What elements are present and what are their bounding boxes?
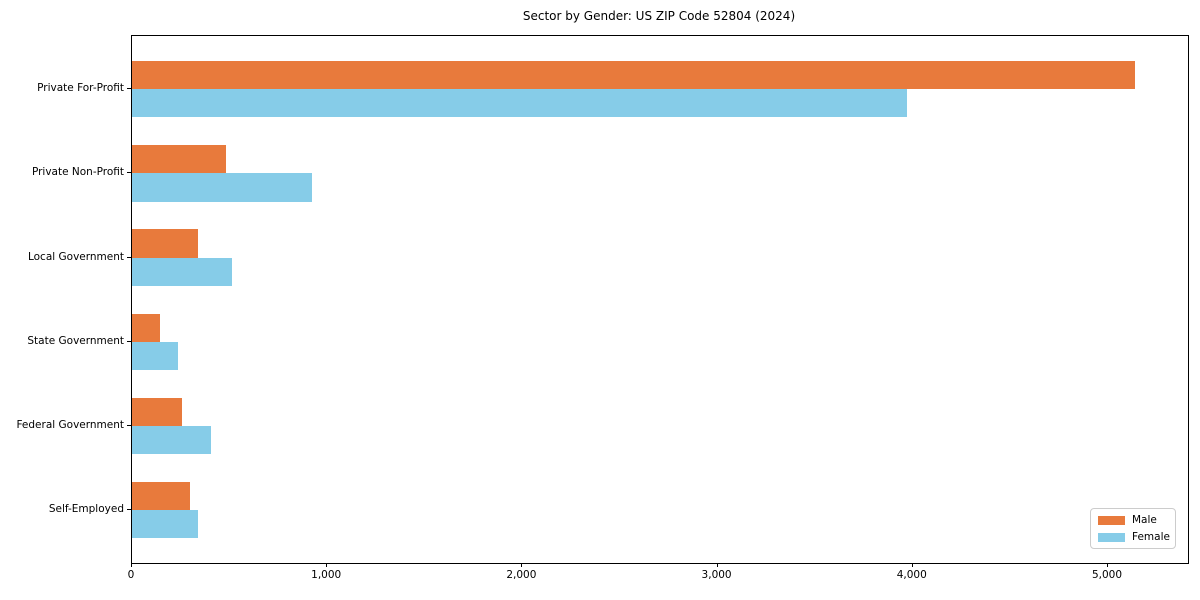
y-axis-label: Self-Employed bbox=[48, 503, 124, 516]
y-tick-mark bbox=[127, 88, 131, 90]
x-tick-label: 0 bbox=[127, 569, 135, 581]
x-tick-mark bbox=[521, 563, 523, 567]
y-axis-label: State Government bbox=[27, 334, 124, 347]
x-tick-mark bbox=[716, 563, 718, 567]
bar-male-1 bbox=[132, 61, 1136, 90]
bar-male-3 bbox=[132, 229, 199, 258]
bar-female-6 bbox=[132, 510, 199, 539]
legend-item-male: Male bbox=[1098, 514, 1168, 526]
y-tick-mark bbox=[127, 256, 131, 258]
y-axis-label: Private For-Profit bbox=[37, 82, 124, 95]
legend-swatch-female-icon bbox=[1098, 532, 1125, 542]
bar-female-4 bbox=[132, 341, 178, 370]
x-tick-mark bbox=[326, 563, 328, 567]
y-tick-mark bbox=[127, 509, 131, 511]
bar-female-5 bbox=[132, 426, 212, 455]
bar-male-5 bbox=[132, 397, 182, 426]
y-axis-label: Local Government bbox=[27, 250, 124, 263]
bar-male-6 bbox=[132, 482, 190, 511]
x-tick-label: 1,000 bbox=[311, 569, 342, 581]
bar-male-2 bbox=[132, 145, 226, 174]
bar-male-4 bbox=[132, 313, 161, 342]
bar-female-3 bbox=[132, 257, 232, 286]
legend-label-female: Female bbox=[1132, 531, 1170, 543]
y-tick-mark bbox=[127, 425, 131, 426]
x-tick-mark bbox=[131, 563, 132, 567]
plot-area bbox=[131, 35, 1189, 564]
y-tick-mark bbox=[127, 172, 131, 174]
x-tick-mark bbox=[911, 563, 913, 567]
bar-female-1 bbox=[132, 89, 907, 118]
legend-swatch-male-icon bbox=[1098, 515, 1125, 525]
x-tick-label: 3,000 bbox=[701, 569, 732, 581]
x-tick-label: 4,000 bbox=[896, 569, 927, 581]
x-tick-label: 2,000 bbox=[506, 569, 537, 581]
y-axis-label: Federal Government bbox=[16, 419, 124, 431]
x-tick-mark bbox=[1106, 563, 1108, 567]
legend-item-female: Female bbox=[1098, 531, 1170, 543]
chart-title: Sector by Gender: US ZIP Code 52804 (202… bbox=[522, 9, 796, 23]
y-tick-mark bbox=[127, 340, 131, 342]
y-axis-label: Private Non-Profit bbox=[31, 166, 124, 179]
legend-label-male: Male bbox=[1132, 514, 1157, 526]
legend: Male Female bbox=[1090, 508, 1176, 549]
x-tick-label: 5,000 bbox=[1091, 569, 1122, 581]
bar-female-2 bbox=[132, 173, 312, 202]
